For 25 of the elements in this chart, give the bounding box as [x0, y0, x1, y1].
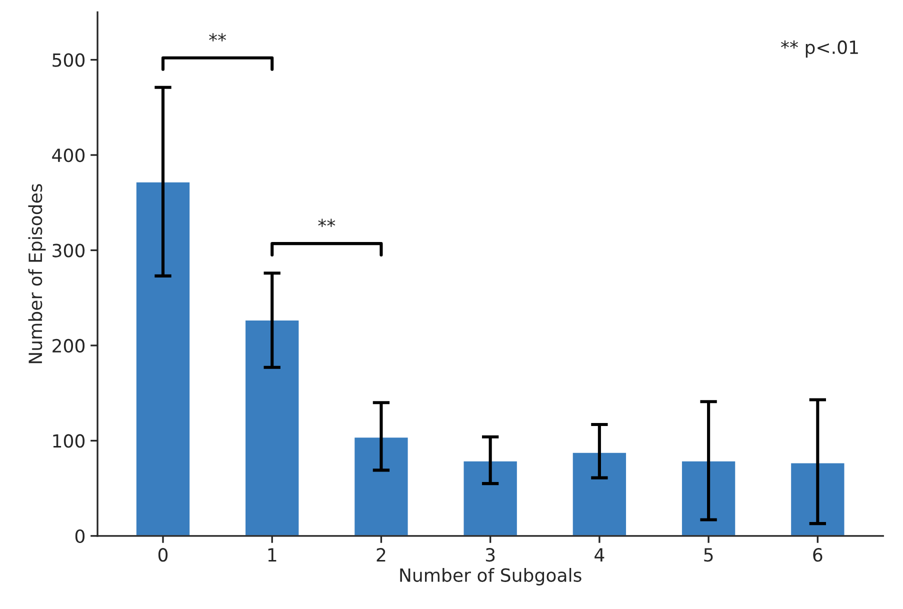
- x-tick-label: 4: [594, 548, 604, 562]
- y-tick-label: 200: [52, 338, 85, 353]
- x-tick-label: 0: [158, 548, 168, 562]
- x-tick-label: 2: [376, 548, 386, 562]
- annotation: **: [209, 33, 226, 42]
- bar: [462, 460, 518, 536]
- x-axis-title: Number of Subgoals: [400, 568, 582, 586]
- y-tick-label: 0: [75, 529, 85, 544]
- bar: [571, 451, 628, 536]
- y-tick-label: 100: [53, 434, 85, 448]
- y-axis-title: Number of Episodes: [28, 184, 46, 364]
- annotation: **: [318, 218, 336, 228]
- x-tick-label: 3: [486, 548, 495, 562]
- bar: [790, 462, 846, 536]
- bar: [353, 436, 410, 536]
- x-tick-label: 1: [268, 548, 276, 562]
- y-tick-label: 300: [52, 244, 85, 258]
- bar: [244, 319, 300, 536]
- y-tick-label: 500: [52, 53, 85, 67]
- bar: [680, 460, 737, 536]
- x-tick-label: 5: [704, 548, 713, 562]
- x-tick-label: 6: [813, 548, 822, 562]
- annotation: ** p<.01: [781, 40, 858, 58]
- bar: [135, 180, 191, 536]
- y-tick-label: 400: [52, 148, 85, 162]
